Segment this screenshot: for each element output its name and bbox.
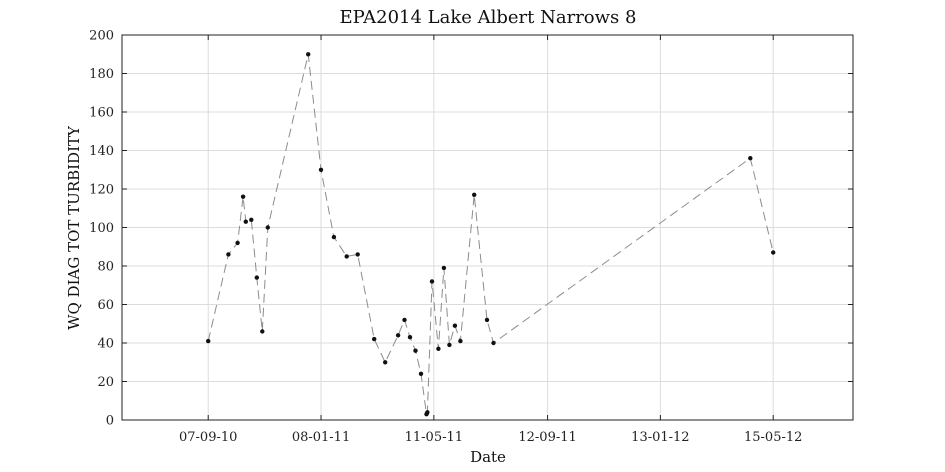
- x-tick-label: 12-09-11: [518, 430, 576, 445]
- data-point: [243, 219, 248, 224]
- data-point: [425, 410, 430, 415]
- data-point: [429, 279, 435, 284]
- y-tick-label: 20: [97, 375, 114, 390]
- x-tick-label: 13-01-12: [631, 430, 689, 445]
- y-tick-label: 0: [106, 414, 114, 429]
- series: [206, 52, 776, 417]
- x-tick-label: 11-05-11: [405, 430, 463, 445]
- y-tick-label: 80: [97, 260, 114, 275]
- data-point: [226, 252, 231, 257]
- data-point: [447, 342, 452, 348]
- x-tick-label: 07-09-10: [179, 430, 237, 445]
- y-tick-label: 100: [89, 221, 114, 236]
- data-point: [249, 217, 254, 222]
- data-point: [441, 265, 447, 271]
- data-point: [413, 348, 418, 353]
- y-tick-label: 160: [89, 106, 114, 121]
- data-point: [458, 338, 463, 344]
- data-point: [306, 52, 311, 57]
- data-point: [484, 317, 490, 323]
- data-point: [265, 225, 270, 230]
- data-point: [235, 240, 240, 246]
- data-point: [436, 346, 441, 351]
- data-point: [472, 192, 477, 197]
- data-point: [452, 323, 458, 328]
- data-point: [402, 317, 407, 323]
- data-point: [318, 167, 324, 172]
- data-point: [372, 336, 377, 342]
- data-point: [254, 275, 259, 280]
- axis-ticks: 0 20 40 60 80 100 120 140 160 180 200 07-09-10 08-01…: [89, 29, 853, 445]
- y-tick-label: 200: [89, 29, 114, 44]
- data-point: [383, 360, 388, 365]
- x-tick-label: 08-01-11: [292, 430, 350, 445]
- data-point: [331, 234, 337, 240]
- y-tick-label: 140: [89, 144, 114, 159]
- data-point: [418, 371, 424, 376]
- y-axis-label: WQ DIAG TOT TURBIDITY: [65, 125, 83, 330]
- data-point: [748, 156, 753, 161]
- data-point: [491, 340, 496, 346]
- x-tick-label: 15-05-12: [744, 430, 802, 445]
- data-point: [395, 333, 401, 338]
- chart-title: EPA2014 Lake Albert Narrows 8: [340, 7, 637, 28]
- data-point: [355, 252, 360, 257]
- data-point: [260, 329, 265, 334]
- y-tick-label: 60: [97, 298, 114, 313]
- data-point: [771, 250, 776, 255]
- y-tick-label: 120: [89, 183, 114, 198]
- y-tick-label: 180: [89, 67, 114, 82]
- data-point: [240, 194, 246, 199]
- y-tick-label: 40: [97, 337, 114, 352]
- data-point: [344, 254, 349, 259]
- data-point: [206, 338, 211, 344]
- x-axis-label: Date: [470, 448, 506, 466]
- data-point: [407, 335, 413, 340]
- series-line: [207, 54, 774, 416]
